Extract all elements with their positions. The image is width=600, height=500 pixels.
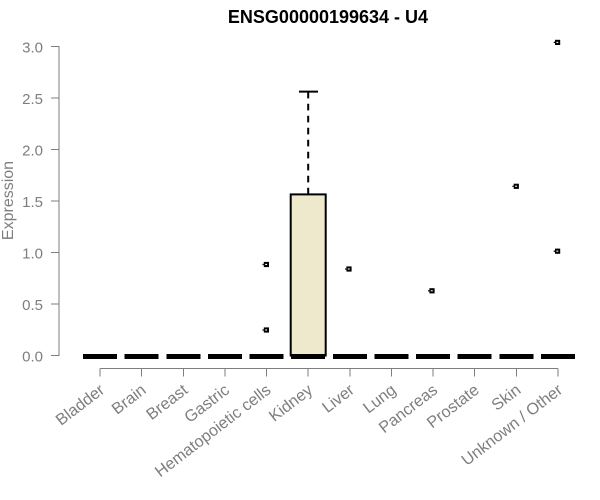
svg-text:2.0: 2.0	[22, 143, 43, 160]
svg-text:1.0: 1.0	[22, 246, 43, 263]
svg-text:Kidney: Kidney	[266, 380, 317, 425]
svg-text:0.0: 0.0	[22, 349, 43, 366]
svg-text:Expression: Expression	[0, 161, 17, 240]
svg-text:ENSG00000199634 - U4: ENSG00000199634 - U4	[228, 7, 428, 27]
svg-text:2.5: 2.5	[22, 91, 43, 108]
svg-text:1.5: 1.5	[22, 194, 43, 211]
svg-text:Brain: Brain	[108, 381, 149, 418]
svg-text:3.0: 3.0	[22, 40, 43, 57]
svg-text:0.5: 0.5	[22, 297, 43, 314]
svg-text:Liver: Liver	[319, 381, 358, 417]
svg-text:Bladder: Bladder	[53, 381, 109, 430]
